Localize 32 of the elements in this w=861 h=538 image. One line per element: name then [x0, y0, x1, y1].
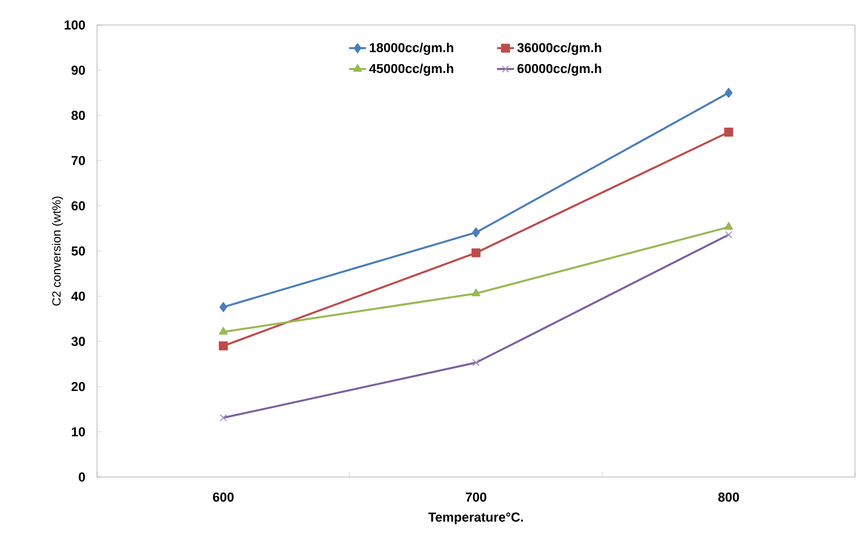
point	[472, 358, 480, 366]
point	[220, 414, 228, 422]
point	[219, 302, 228, 312]
x-axis-title: Temperature°C.	[428, 512, 523, 524]
y-tick-label: 60	[72, 201, 85, 210]
y-tick-label: 0	[78, 472, 85, 482]
y-tick-label: 20	[72, 382, 85, 392]
legend-label: 18000cc/gm.h	[370, 42, 454, 55]
y-axis-title: C2 conversion (wt%)	[52, 196, 64, 306]
y-tick-label: 80	[71, 110, 85, 120]
y-tick-label: 100	[64, 20, 85, 30]
legend-label: 36000cc/gm.h	[517, 42, 602, 55]
point	[725, 231, 732, 238]
point	[472, 288, 480, 296]
point	[724, 88, 733, 98]
legend-label: 45000cc/gm.h	[369, 64, 454, 76]
y-tick-label: 70	[72, 156, 85, 166]
point	[724, 222, 734, 230]
y-tick-label: 40	[71, 292, 85, 301]
point	[218, 341, 228, 350]
y-tick-label: 50	[71, 246, 85, 256]
x-tick-label: 800	[718, 492, 739, 502]
point	[724, 128, 734, 137]
y-tick-label: 90	[72, 66, 85, 75]
point	[472, 227, 480, 238]
legend-label: 60000cc/gm.h	[517, 64, 602, 76]
x-tick-label: 600	[213, 492, 234, 502]
point	[218, 326, 228, 335]
y-tick-label: 30	[71, 336, 85, 346]
x-tick-label: 700	[466, 492, 486, 502]
y-tick-label: 10	[72, 427, 85, 436]
point	[472, 248, 480, 258]
